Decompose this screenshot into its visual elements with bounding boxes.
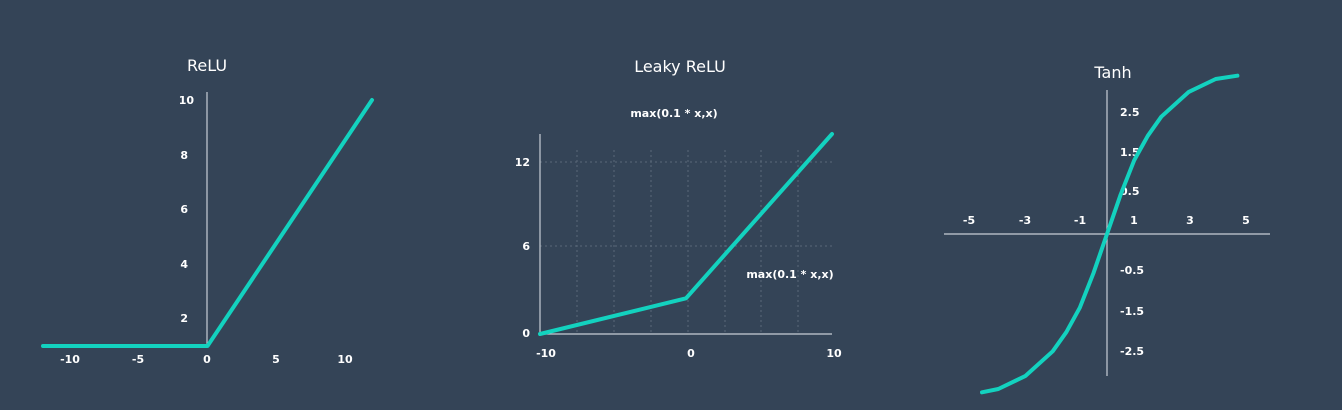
tanh-series-line <box>980 73 1240 395</box>
tanh-x-tick: -3 <box>1019 214 1031 227</box>
tanh-y-tick: -1.5 <box>1120 305 1144 318</box>
tanh-title: Tanh <box>1093 63 1131 82</box>
leaky-relu-y-tick: 6 <box>522 240 530 253</box>
leaky-relu-x-tick: -10 <box>536 347 556 360</box>
leaky-relu-chart: Leaky ReLU max(0.1 * x,x) max(0.1 * x,x)… <box>515 57 842 360</box>
relu-x-tick: 5 <box>272 353 280 366</box>
leaky-relu-x-tick: 0 <box>687 347 695 360</box>
relu-x-tick: 10 <box>337 353 353 366</box>
tanh-y-tick: 2.5 <box>1120 106 1140 119</box>
relu-x-ticks: -10 -5 0 5 10 <box>60 353 353 366</box>
leaky-relu-annotation-top: max(0.1 * x,x) <box>630 107 717 120</box>
relu-y-tick: 2 <box>180 312 188 325</box>
relu-chart: ReLU -10 -5 0 5 10 2 4 6 8 10 <box>41 56 374 366</box>
relu-x-tick: -10 <box>60 353 80 366</box>
tanh-x-tick: 5 <box>1242 214 1250 227</box>
relu-x-tick: 0 <box>203 353 211 366</box>
leaky-relu-x-tick: 10 <box>826 347 842 360</box>
leaky-relu-grid <box>540 150 832 334</box>
relu-y-tick: 10 <box>179 94 195 107</box>
tanh-x-tick: 1 <box>1130 214 1138 227</box>
leaky-relu-annotation-right: max(0.1 * x,x) <box>746 268 833 281</box>
tanh-x-tick: -1 <box>1074 214 1086 227</box>
tanh-y-tick: -2.5 <box>1120 345 1144 358</box>
leaky-relu-x-ticks: -10 0 10 <box>536 347 842 360</box>
leaky-relu-series-line <box>538 132 834 336</box>
leaky-relu-y-tick: 0 <box>522 327 530 340</box>
relu-y-tick: 6 <box>180 203 188 216</box>
relu-x-tick: -5 <box>132 353 144 366</box>
tanh-y-tick: -0.5 <box>1120 264 1144 277</box>
tanh-x-tick: -5 <box>963 214 975 227</box>
relu-y-ticks: 2 4 6 8 10 <box>179 94 195 325</box>
leaky-relu-title: Leaky ReLU <box>634 57 726 76</box>
tanh-x-ticks: -5 -3 -1 1 3 5 <box>963 214 1250 227</box>
relu-y-tick: 4 <box>180 258 188 271</box>
leaky-relu-y-tick: 12 <box>515 156 530 169</box>
tanh-x-tick: 3 <box>1186 214 1194 227</box>
relu-y-tick: 8 <box>180 149 188 162</box>
relu-title: ReLU <box>187 56 227 75</box>
tanh-chart: Tanh -5 -3 -1 1 3 5 2.5 1.5 0.5 -0.5 -1.… <box>944 63 1270 395</box>
leaky-relu-y-ticks: 0 6 12 <box>515 156 531 340</box>
relu-series-line <box>41 98 374 348</box>
tanh-y-ticks: 2.5 1.5 0.5 -0.5 -1.5 -2.5 <box>1120 106 1144 358</box>
